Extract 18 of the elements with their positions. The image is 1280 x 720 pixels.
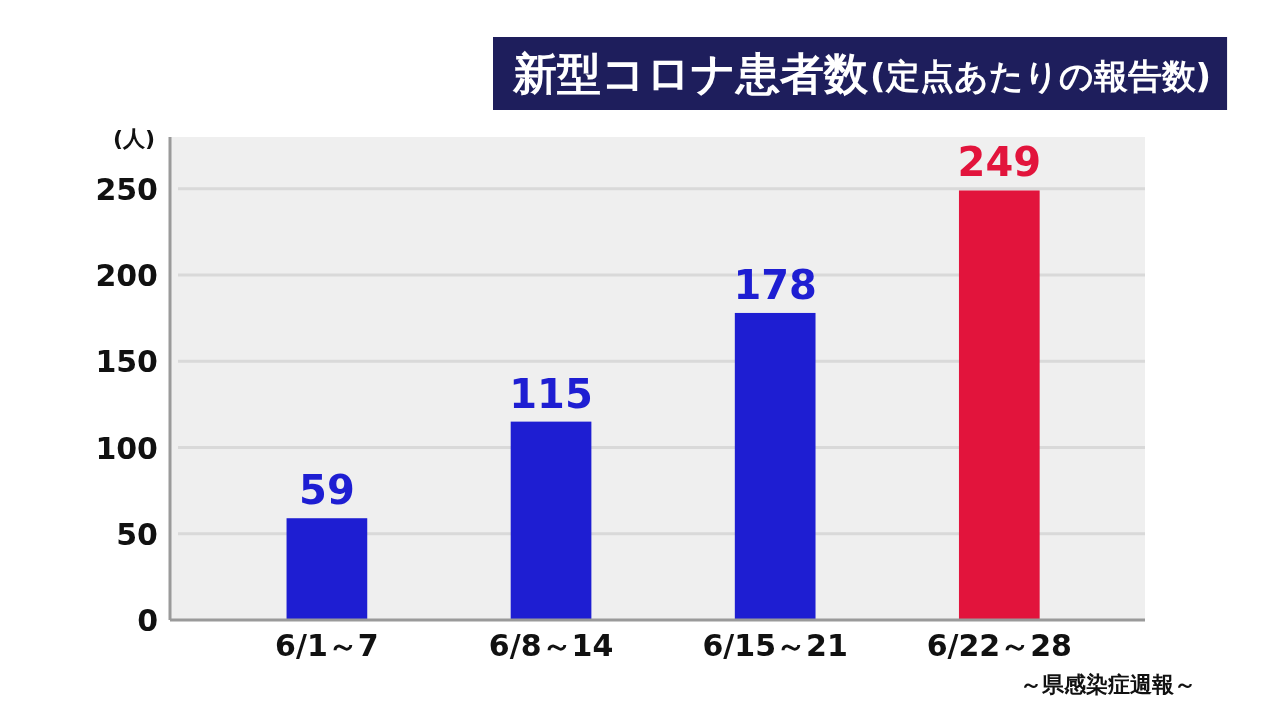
y-tick-label: 200 bbox=[95, 258, 158, 293]
y-tick-label: 0 bbox=[137, 603, 158, 638]
subtitle: (定点あたりの報告数) bbox=[870, 56, 1212, 96]
data-label: 249 bbox=[957, 139, 1042, 186]
title: 新型コロナ患者数 bbox=[513, 48, 868, 99]
annotation: ～県感染症週報～ bbox=[1020, 672, 1196, 697]
x-tick-label: 6/1～7 bbox=[275, 628, 379, 663]
x-tick-label: 6/15～21 bbox=[702, 628, 848, 663]
x-tick-label: 6/22～28 bbox=[926, 628, 1072, 663]
y-tick-label: 100 bbox=[95, 430, 158, 466]
y-tick-label: 250 bbox=[95, 171, 158, 207]
x-tick-label: 6/8～14 bbox=[488, 628, 614, 663]
y-tick-label: 50 bbox=[116, 516, 158, 552]
y-tick-label: 150 bbox=[95, 344, 158, 380]
data-label: 115 bbox=[509, 370, 593, 417]
data-label: 178 bbox=[733, 261, 817, 308]
data-label: 59 bbox=[299, 467, 355, 514]
y-axis-title: (人) bbox=[112, 126, 156, 151]
